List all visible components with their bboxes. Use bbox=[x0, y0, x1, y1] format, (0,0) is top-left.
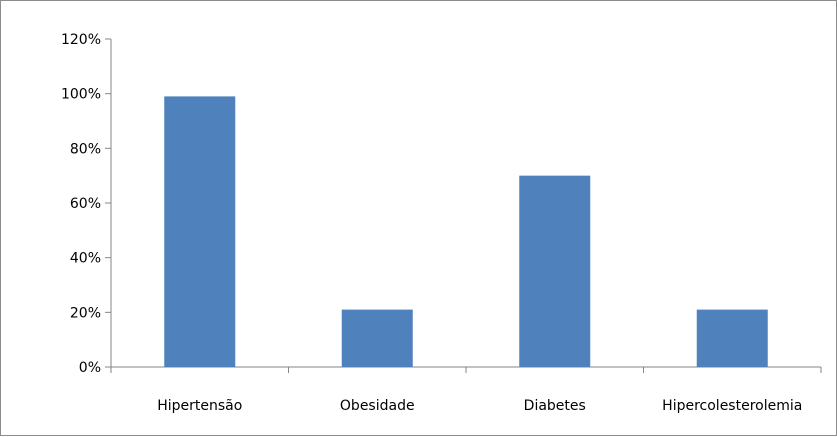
bars-group bbox=[164, 96, 768, 368]
y-axis-tick-labels: 0% 20% 40% 60% 80% 100% 120% bbox=[61, 32, 101, 376]
y-tick-label: 100% bbox=[61, 87, 101, 103]
x-category-label: Diabetes bbox=[524, 398, 586, 414]
y-tick-label: 40% bbox=[70, 251, 101, 267]
y-tick-label: 80% bbox=[70, 141, 101, 157]
x-axis-category-labels: Hipertensão Obesidade Diabetes Hipercoleste… bbox=[157, 398, 802, 414]
y-axis-ticks bbox=[105, 38, 111, 368]
x-category-label: Obesidade bbox=[340, 398, 415, 414]
bar-0 bbox=[164, 96, 236, 368]
x-axis-ticks bbox=[110, 367, 822, 373]
y-tick-label: 60% bbox=[70, 196, 101, 212]
x-category-label: Hipertensão bbox=[157, 398, 242, 414]
bar-3 bbox=[696, 309, 768, 367]
bar-1 bbox=[341, 309, 413, 367]
bar-2 bbox=[519, 175, 591, 367]
x-category-label: Hipercolesterolemia bbox=[662, 398, 802, 414]
y-tick-label: 0% bbox=[79, 360, 101, 376]
y-tick-label: 20% bbox=[70, 305, 101, 321]
y-tick-label: 120% bbox=[61, 32, 101, 48]
